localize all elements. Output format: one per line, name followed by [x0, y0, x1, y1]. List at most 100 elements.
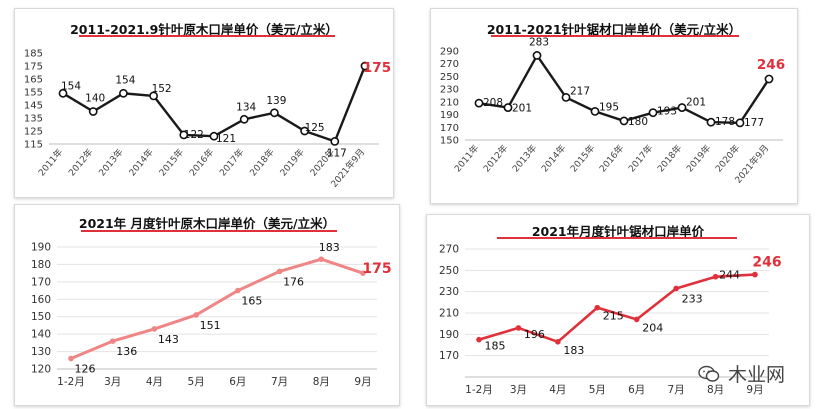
- x-tick-label: 5月: [589, 384, 606, 396]
- x-tick-label: 2013年: [96, 146, 126, 178]
- y-tick-label: 210: [439, 308, 459, 320]
- y-tick-label: 250: [440, 72, 459, 83]
- data-point: [119, 88, 128, 98]
- data-label: 122: [184, 129, 204, 141]
- wechat-icon: [698, 365, 720, 382]
- data-point: [318, 256, 325, 262]
- x-tick-label: 1-2月: [465, 384, 493, 396]
- data-label: 233: [682, 292, 703, 305]
- data-label: 201: [686, 97, 706, 109]
- x-tick-label: 9月: [354, 376, 371, 388]
- chart-panel-log-monthly: 120 130 140 150 160 170 180 190 1-2月 3月 4月 5月 6月 7月 8月…: [14, 204, 400, 406]
- data-label: 183: [319, 241, 340, 254]
- data-label: 196: [524, 328, 545, 341]
- data-point: [151, 326, 158, 332]
- x-tick-label: 1-2月: [57, 376, 85, 388]
- data-label: 283: [529, 36, 549, 48]
- series-line: [62, 92, 336, 143]
- x-tick-label: 2017年: [217, 146, 247, 178]
- x-tick-label: 9月: [746, 384, 763, 396]
- data-point: [503, 103, 513, 112]
- data-label: 175: [363, 60, 391, 76]
- data-label: 246: [757, 57, 785, 73]
- x-tick-label: 4月: [549, 384, 566, 396]
- data-label: 126: [75, 363, 96, 376]
- x-tick-label: 8月: [313, 376, 330, 388]
- data-label: 176: [283, 275, 304, 288]
- data-point: [561, 93, 571, 102]
- data-point: [149, 91, 158, 101]
- data-point: [88, 107, 98, 116]
- y-tick-label: 290: [440, 47, 459, 58]
- data-label: 143: [158, 333, 179, 346]
- x-tick-label: 2019年: [277, 146, 307, 178]
- y-tick-label: 250: [439, 265, 459, 277]
- x-tick-label: 5月: [188, 376, 205, 388]
- data-label: 193: [657, 106, 677, 118]
- data-label: 177: [744, 117, 764, 129]
- series-line-last-segment: [333, 65, 367, 142]
- x-tick-label: 4月: [146, 376, 163, 388]
- data-point: [555, 339, 561, 345]
- y-tick-label: 125: [24, 127, 43, 138]
- x-tick-label: 2012年: [66, 146, 96, 178]
- data-label: 117: [327, 147, 347, 159]
- data-label: 246: [752, 255, 781, 271]
- series-line: [478, 273, 756, 344]
- data-label: 125: [305, 122, 325, 134]
- y-tick-label: 165: [24, 75, 43, 86]
- data-point: [532, 51, 542, 60]
- data-point: [58, 88, 68, 98]
- chart-svg: 170 190 210 230 250 270 1-2月 3月 4月 5月 6月 7月 8月 9月 185 1…: [439, 244, 782, 397]
- chart-panel-log-annual: 115 125 135 145 155 165 175 185 2011年 2012年 2013年 2…: [14, 8, 394, 198]
- data-label: 165: [241, 295, 262, 308]
- data-label: 183: [563, 344, 584, 357]
- data-point: [330, 136, 340, 146]
- data-label: 204: [642, 321, 663, 334]
- x-tick-label: 2020年: [713, 142, 743, 174]
- y-tick-label: 170: [440, 123, 459, 134]
- data-point: [360, 270, 366, 276]
- data-point: [360, 61, 370, 71]
- data-label: 195: [599, 101, 619, 113]
- data-label: 217: [570, 85, 590, 97]
- x-tick-label: 2011年: [36, 146, 66, 178]
- data-point: [677, 103, 687, 112]
- y-tick-label: 150: [31, 311, 51, 323]
- data-label: 244: [719, 269, 740, 282]
- data-label: 139: [266, 95, 286, 107]
- title-underline: [491, 35, 739, 37]
- x-tick-label: 2013年: [510, 142, 540, 174]
- data-point: [68, 355, 74, 362]
- data-point: [239, 114, 249, 124]
- chart-title: 2011-2021针叶锯材口岸单价（美元/立米）: [486, 22, 742, 37]
- data-label: 180: [628, 116, 648, 128]
- y-tick-label: 270: [440, 59, 459, 70]
- title-underline: [81, 230, 337, 232]
- data-label: 178: [715, 116, 735, 128]
- x-tick-label: 2012年: [481, 142, 511, 174]
- y-tick-label: 130: [31, 346, 51, 358]
- data-point: [752, 271, 758, 278]
- data-point: [109, 338, 116, 344]
- x-tick-label: 3月: [510, 384, 527, 396]
- data-point: [764, 74, 774, 84]
- data-point: [476, 336, 482, 343]
- data-point: [269, 108, 279, 118]
- y-tick-label: 180: [31, 259, 51, 271]
- x-tick-label: 2015年: [156, 146, 186, 178]
- series-line: [70, 257, 364, 360]
- x-tick-label: 2015年: [568, 142, 598, 174]
- watermark-text: 木业网: [728, 364, 786, 386]
- y-tick-label: 190: [440, 110, 459, 121]
- data-point: [633, 316, 640, 323]
- x-tick-label: 2018年: [655, 142, 685, 174]
- y-tick-label: 135: [24, 114, 43, 125]
- y-tick-label: 210: [440, 97, 459, 108]
- data-point: [209, 131, 219, 141]
- y-tick-label: 270: [439, 244, 459, 256]
- data-point: [474, 98, 484, 108]
- data-label: 140: [85, 93, 105, 105]
- data-point: [515, 325, 522, 331]
